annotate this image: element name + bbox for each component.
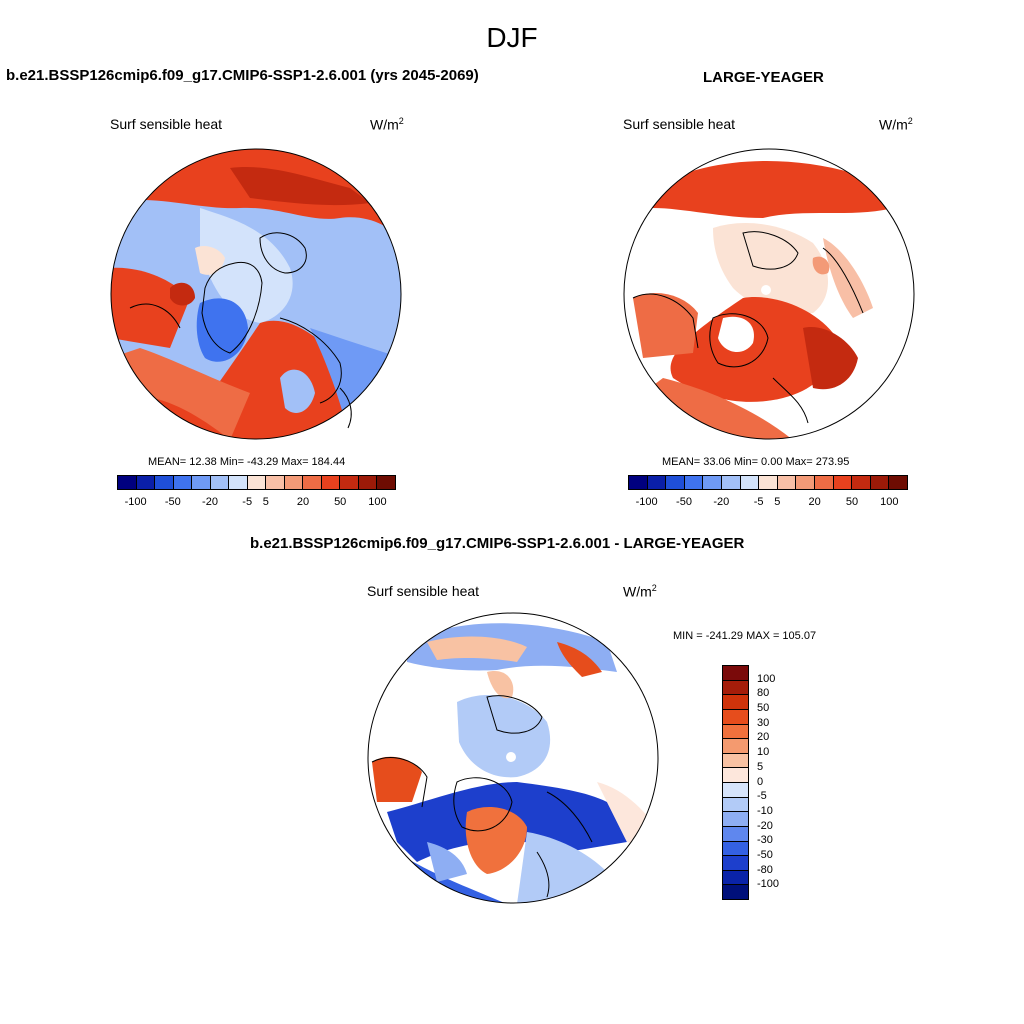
colorbar-swatch	[723, 841, 748, 857]
colorbar-tick-label: 5	[757, 760, 764, 773]
colorbar-swatch	[721, 476, 741, 489]
diff-units-label: W/m2	[623, 583, 657, 600]
obs-stats: MEAN= 33.06 Min= 0.00 Max= 273.95	[662, 456, 850, 468]
colorbar-swatch	[321, 476, 341, 489]
colorbar-swatch	[723, 856, 748, 871]
colorbar-swatch	[723, 709, 748, 725]
colorbar-swatch	[723, 753, 748, 769]
model-polar-map	[110, 148, 402, 440]
figure-title: DJF	[486, 22, 538, 53]
colorbar-tick-label: -10	[757, 804, 773, 817]
colorbar-swatch	[358, 476, 378, 489]
colorbar-tick-label: 50	[334, 496, 347, 508]
colorbar-tick-label: 20	[296, 496, 310, 508]
model-stats: MEAN= 12.38 Min= -43.29 Max= 184.44	[148, 456, 346, 468]
colorbar-tick-label: -20	[202, 496, 218, 508]
diff-stats: MIN = -241.29 MAX = 105.07	[673, 630, 817, 642]
colorbar-swatch	[284, 476, 304, 489]
colorbar-tick-label: -5	[757, 790, 767, 803]
diff-polar-map	[367, 612, 659, 904]
colorbar-swatch	[266, 476, 285, 489]
colorbar-tick-label: 20	[757, 731, 770, 744]
colorbar-swatch	[740, 476, 760, 489]
model-panel-title: b.e21.BSSP126cmip6.f09_g17.CMIP6-SSP1-2.…	[6, 67, 479, 84]
colorbar-swatch	[136, 476, 156, 489]
colorbar-swatch	[684, 476, 704, 489]
colorbar-swatch	[889, 476, 907, 489]
colorbar-tick-label: -100	[635, 496, 658, 508]
colorbar-swatch	[723, 680, 748, 696]
colorbar-swatch	[852, 476, 871, 489]
colorbar-swatch	[814, 476, 834, 489]
colorbar-tick-label: 50	[757, 702, 770, 715]
colorbar-tick-label: 80	[757, 687, 770, 700]
colorbar-swatch	[118, 476, 137, 489]
colorbar-swatch	[723, 826, 748, 842]
diff-colorbar	[722, 665, 749, 900]
diff-panel-title: b.e21.BSSP126cmip6.f09_g17.CMIP6-SSP1-2.…	[250, 535, 745, 552]
colorbar-tick-label: -80	[757, 863, 773, 876]
colorbar-tick-label: -100	[757, 878, 780, 891]
colorbar-tick-label: 100	[880, 496, 899, 508]
colorbar-tick-label: 20	[808, 496, 821, 508]
colorbar-tick-label: 100	[368, 496, 387, 508]
colorbar-swatch	[155, 476, 174, 489]
colorbar-swatch	[723, 739, 748, 754]
diff-variable-label: Surf sensible heat	[367, 583, 480, 599]
obs-polar-map	[623, 148, 915, 440]
colorbar-tick-label: -50	[757, 848, 773, 861]
colorbar-tick-label: -5	[242, 496, 253, 508]
colorbar-swatch	[192, 476, 211, 489]
colorbar-swatch	[723, 797, 748, 813]
colorbar-swatch	[173, 476, 193, 489]
colorbar-swatch	[723, 768, 748, 783]
colorbar-swatch	[666, 476, 685, 489]
colorbar-tick-label: 100	[757, 672, 776, 685]
model-variable-label: Surf sensible heat	[110, 116, 223, 132]
colorbar-tick-label: -100	[124, 496, 147, 508]
colorbar-tick-label: 50	[845, 496, 859, 508]
colorbar-swatch	[629, 476, 648, 489]
colorbar-swatch	[833, 476, 853, 489]
colorbar-tick-label: -30	[757, 834, 773, 847]
colorbar-tick-label: -5	[753, 496, 764, 508]
colorbar-swatch	[210, 476, 230, 489]
colorbar-swatch	[723, 724, 748, 740]
colorbar-swatch	[229, 476, 248, 489]
colorbar-swatch	[870, 476, 890, 489]
colorbar-swatch	[777, 476, 797, 489]
colorbar-tick-label: -50	[676, 496, 692, 508]
colorbar-swatch	[303, 476, 322, 489]
colorbar-tick-label: -50	[164, 496, 181, 508]
colorbar-swatch	[247, 476, 267, 489]
colorbar-swatch	[723, 666, 748, 681]
obs-colorbar	[628, 475, 908, 490]
colorbar-tick-label: 30	[757, 716, 770, 729]
colorbar-tick-label: 5	[774, 496, 781, 508]
model-units-label: W/m2	[370, 116, 404, 133]
colorbar-swatch	[723, 695, 748, 710]
colorbar-swatch	[796, 476, 815, 489]
colorbar-swatch	[723, 885, 748, 899]
colorbar-tick-label: -20	[757, 819, 773, 832]
obs-panel-title: LARGE-YEAGER	[703, 69, 824, 86]
model-colorbar	[117, 475, 396, 490]
colorbar-swatch	[723, 870, 748, 886]
colorbar-tick-label: 10	[757, 746, 770, 759]
obs-variable-label: Surf sensible heat	[623, 116, 736, 132]
colorbar-swatch	[759, 476, 778, 489]
colorbar-swatch	[703, 476, 722, 489]
obs-units-label: W/m2	[879, 116, 913, 133]
colorbar-swatch	[723, 783, 748, 798]
colorbar-swatch	[647, 476, 667, 489]
colorbar-tick-label: -20	[713, 496, 730, 508]
colorbar-swatch	[377, 476, 395, 489]
colorbar-swatch	[723, 812, 748, 827]
colorbar-tick-label: 5	[262, 496, 269, 508]
colorbar-swatch	[340, 476, 359, 489]
colorbar-tick-label: 0	[757, 775, 764, 788]
